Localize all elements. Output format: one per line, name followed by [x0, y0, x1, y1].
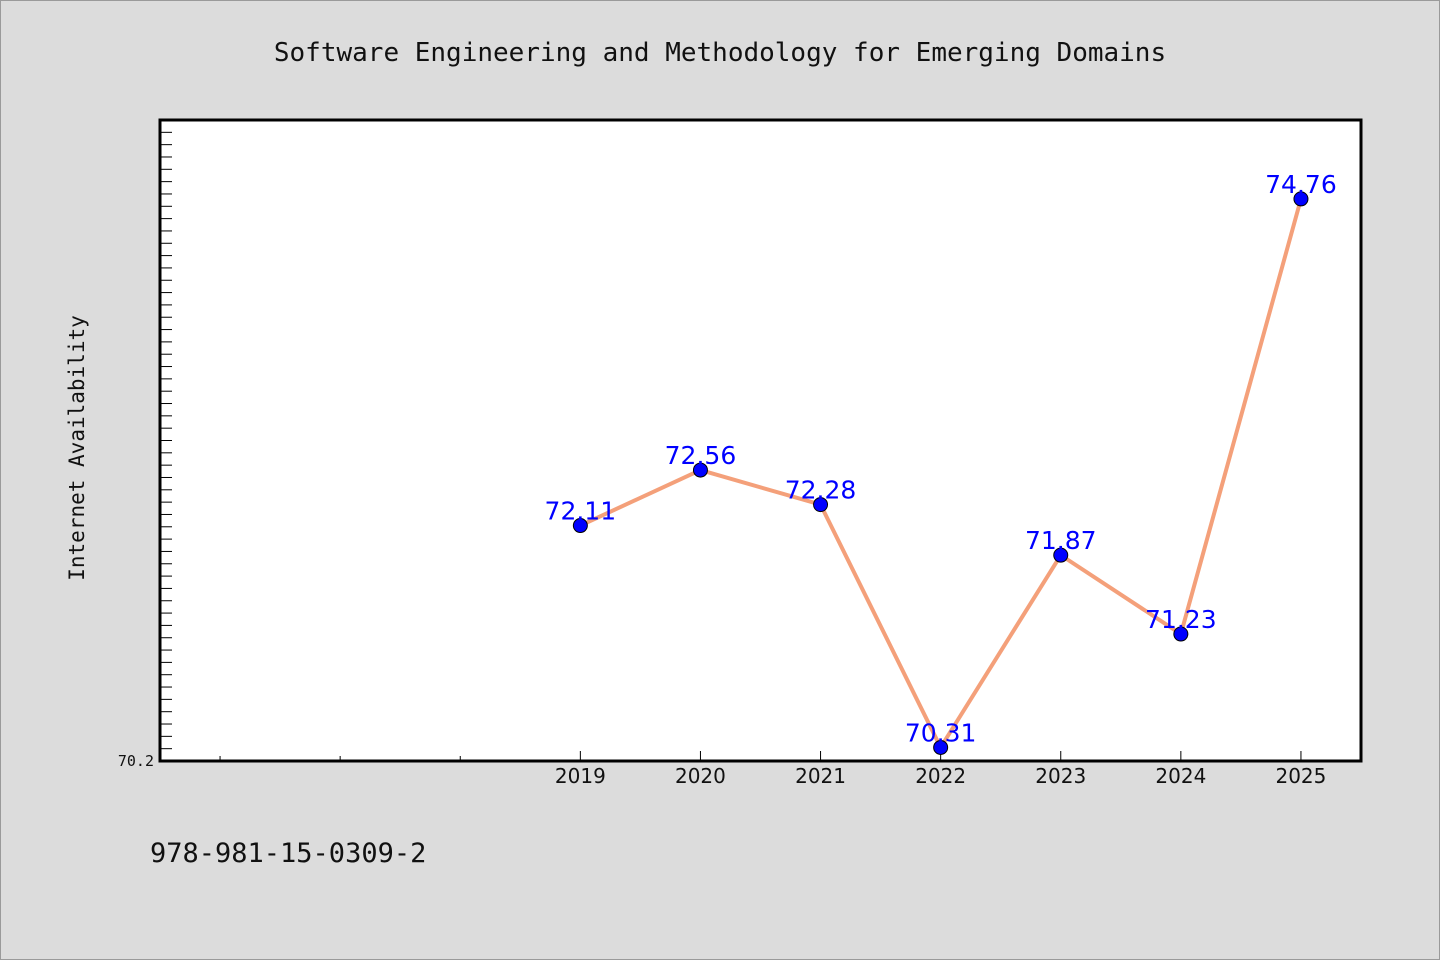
- data-point: [933, 739, 949, 755]
- x-tick-label: 2022: [915, 764, 966, 788]
- data-point: [1173, 626, 1189, 642]
- data-labels: 72.11 72.56 72.28 70.31 71.87 71.23 74.76: [545, 170, 1337, 748]
- x-tick-label: 2021: [795, 764, 846, 788]
- x-tick-label: 2020: [675, 764, 726, 788]
- isbn-footer: 978-981-15-0309-2: [150, 838, 426, 869]
- x-tick-label: 2023: [1035, 764, 1086, 788]
- x-tick-labels: 2019 2020 2021 2022 2023 2024 2025: [555, 764, 1327, 788]
- y-tick-labels: 70.2: [118, 752, 154, 770]
- x-tick-label: 2025: [1275, 764, 1326, 788]
- axis-ticks: [160, 119, 1302, 762]
- data-label: 71.23: [1145, 605, 1217, 634]
- plot-border: [158, 118, 1363, 763]
- data-point: [1053, 547, 1069, 563]
- data-point: [572, 518, 588, 534]
- x-tick-label: 2024: [1155, 764, 1206, 788]
- chart-title: Software Engineering and Methodology for…: [274, 38, 1166, 68]
- data-label: 74.76: [1265, 170, 1337, 199]
- data-label: 72.56: [665, 441, 737, 470]
- data-label: 70.31: [905, 718, 977, 747]
- x-tick-label: 2019: [555, 764, 606, 788]
- y-tick-label: 70.2: [118, 752, 154, 770]
- data-points: [572, 191, 1309, 755]
- data-label: 72.28: [785, 476, 857, 505]
- data-point: [692, 462, 708, 478]
- y-axis-label: Internet Availability: [65, 315, 89, 581]
- plot-area: [160, 120, 1361, 761]
- data-label: 71.87: [1025, 526, 1097, 555]
- data-point: [1293, 191, 1309, 207]
- data-point: [813, 497, 829, 513]
- data-label: 72.11: [545, 497, 617, 526]
